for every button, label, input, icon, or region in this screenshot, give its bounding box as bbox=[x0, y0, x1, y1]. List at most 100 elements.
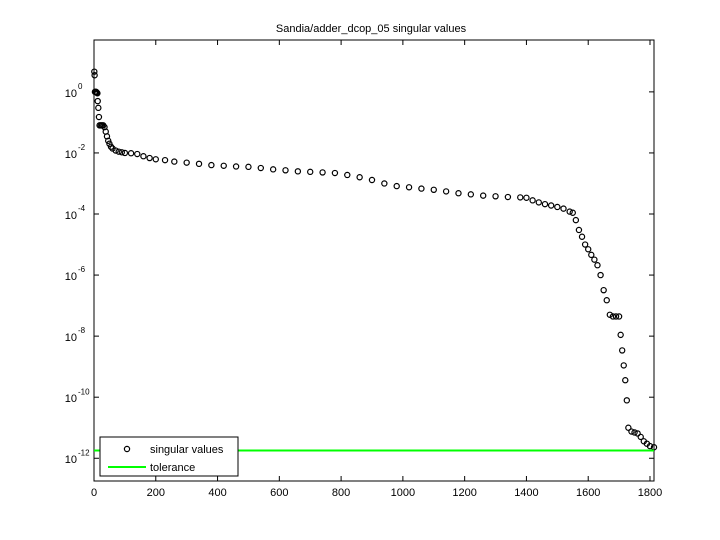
data-point bbox=[615, 313, 623, 320]
data-point bbox=[381, 180, 388, 187]
y-tick-label: 10 bbox=[65, 210, 77, 222]
x-tick-label: 1000 bbox=[391, 487, 415, 499]
data-point bbox=[107, 143, 115, 150]
data-point bbox=[581, 241, 589, 248]
x-tick-label: 600 bbox=[270, 487, 288, 499]
data-point bbox=[91, 68, 98, 75]
data-point bbox=[594, 262, 601, 269]
y-tick-exponent: -12 bbox=[78, 448, 90, 457]
y-tick-label: 10 bbox=[65, 393, 77, 405]
data-point bbox=[588, 251, 595, 259]
data-point bbox=[529, 197, 536, 204]
y-tick-exponent: -8 bbox=[78, 326, 86, 335]
data-point bbox=[319, 169, 326, 176]
data-point bbox=[637, 433, 644, 441]
y-tick-label: 10 bbox=[65, 332, 77, 344]
legend-marker bbox=[123, 445, 131, 453]
data-point bbox=[118, 149, 125, 156]
data-point bbox=[418, 185, 425, 192]
data-point bbox=[195, 160, 203, 168]
y-tick-label: 10 bbox=[65, 271, 77, 283]
y-tick-exponent: -2 bbox=[78, 143, 86, 152]
x-tick-label: 800 bbox=[332, 487, 350, 499]
data-point bbox=[171, 158, 178, 165]
data-point bbox=[257, 164, 264, 172]
data-point bbox=[161, 156, 169, 164]
data-point bbox=[331, 169, 339, 177]
data-point bbox=[631, 429, 638, 436]
data-point bbox=[344, 171, 351, 179]
data-point bbox=[91, 72, 98, 79]
data-point bbox=[606, 311, 614, 318]
data-point bbox=[430, 186, 437, 194]
data-point bbox=[121, 149, 129, 157]
data-point bbox=[625, 424, 632, 431]
data-point bbox=[517, 194, 524, 201]
y-tick-exponent: -6 bbox=[78, 265, 86, 274]
y-tick-label: 10 bbox=[65, 454, 77, 466]
data-point bbox=[609, 313, 617, 320]
x-tick-label: 1800 bbox=[638, 487, 662, 499]
x-tick-label: 1200 bbox=[452, 487, 476, 499]
data-point bbox=[294, 168, 302, 175]
data-point bbox=[560, 205, 567, 212]
x-tick-label: 1600 bbox=[576, 487, 600, 499]
plot-area bbox=[93, 39, 655, 482]
data-point bbox=[603, 297, 610, 304]
data-point bbox=[307, 168, 314, 176]
data-point bbox=[455, 190, 462, 197]
x-tick-label: 0 bbox=[91, 487, 97, 499]
data-point bbox=[600, 286, 607, 294]
legend-label: tolerance bbox=[150, 462, 195, 474]
data-point bbox=[535, 199, 542, 206]
data-point bbox=[572, 216, 580, 224]
data-point bbox=[140, 153, 147, 160]
data-point bbox=[585, 246, 592, 253]
data-point bbox=[183, 159, 190, 166]
data-point bbox=[112, 147, 119, 154]
data-point bbox=[591, 256, 598, 263]
data-point bbox=[146, 154, 153, 162]
data-point bbox=[152, 156, 159, 163]
chart-title: Sandia/adder_dcop_05 singular values bbox=[276, 23, 467, 35]
data-point bbox=[442, 188, 450, 195]
y-tick-exponent: -10 bbox=[78, 387, 90, 396]
data-point bbox=[634, 430, 641, 437]
data-point bbox=[504, 193, 512, 201]
data-point bbox=[566, 208, 573, 215]
data-point bbox=[492, 193, 499, 200]
data-point bbox=[405, 184, 413, 191]
data-point bbox=[467, 191, 475, 198]
data-point bbox=[479, 192, 487, 199]
legend-box bbox=[99, 436, 239, 477]
data-point bbox=[554, 203, 561, 211]
data-point bbox=[368, 176, 376, 184]
data-point bbox=[356, 174, 363, 181]
legend-label: singular values bbox=[150, 444, 224, 456]
x-tick-label: 1400 bbox=[514, 487, 538, 499]
data-point bbox=[208, 161, 215, 169]
data-point bbox=[646, 442, 654, 450]
data-point bbox=[134, 150, 141, 158]
data-point bbox=[541, 200, 549, 208]
data-point bbox=[95, 113, 103, 121]
data-point bbox=[282, 167, 289, 174]
data-point bbox=[94, 97, 101, 105]
y-tick-exponent: -4 bbox=[78, 204, 86, 213]
data-point bbox=[578, 233, 586, 240]
data-point bbox=[220, 162, 227, 169]
data-point bbox=[94, 90, 101, 97]
data-point bbox=[569, 209, 576, 216]
y-tick-label: 10 bbox=[65, 149, 77, 161]
data-point bbox=[575, 226, 583, 234]
x-tick-label: 200 bbox=[147, 487, 165, 499]
data-point bbox=[628, 428, 635, 435]
data-point bbox=[620, 362, 627, 369]
data-point bbox=[618, 347, 626, 354]
x-tick-label: 400 bbox=[208, 487, 226, 499]
y-tick-exponent: 0 bbox=[78, 82, 83, 91]
data-point bbox=[523, 194, 530, 201]
data-point bbox=[105, 137, 112, 144]
data-point bbox=[269, 166, 277, 173]
